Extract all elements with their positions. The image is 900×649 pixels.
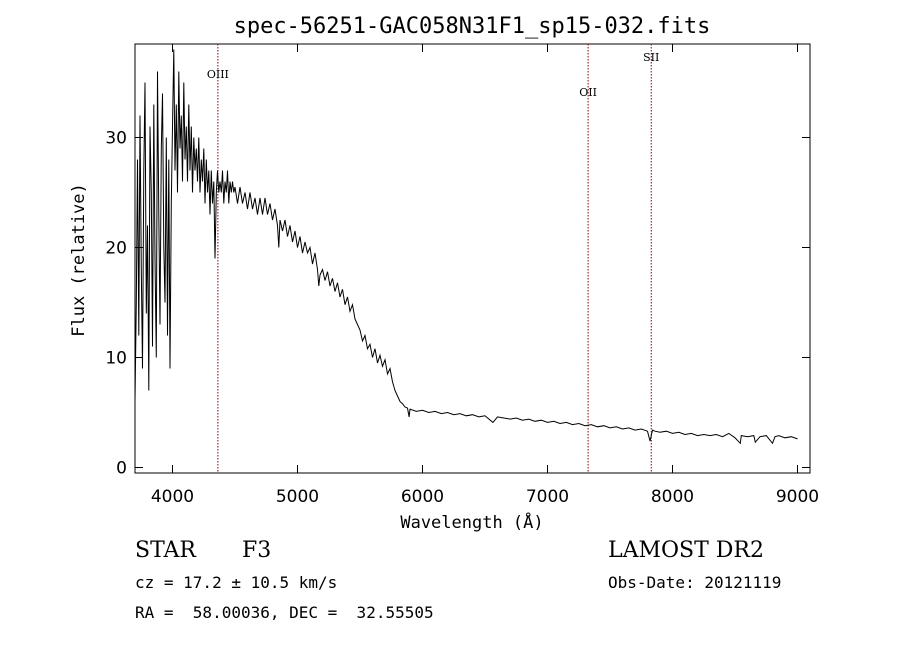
y-tick-label: 0 <box>116 459 127 479</box>
line-label-oiii: OIII <box>207 68 229 81</box>
x-tick-label: 4000 <box>151 487 194 507</box>
y-tick-label: 20 <box>105 239 127 259</box>
spectrum-line <box>134 49 798 445</box>
observation-date: Obs-Date: 20121119 <box>608 573 782 592</box>
coordinates-readout: RA = 58.00036, DEC = 32.55505 <box>135 603 434 622</box>
x-axis: 4000 5000 6000 7000 8000 9000 <box>151 44 819 507</box>
redshift-readout: cz = 17.2 ± 10.5 km/s <box>135 573 338 592</box>
y-tick-label: 30 <box>105 129 127 149</box>
object-subclass: F3 <box>242 538 272 563</box>
chart-title: spec-56251-GAC058N31F1_sp15-032.fits <box>234 14 711 39</box>
x-tick-label: 5000 <box>276 487 319 507</box>
emission-line-markers: OIII OII SII <box>207 44 659 473</box>
survey-label: LAMOST DR2 <box>608 538 764 563</box>
x-tick-label: 9000 <box>776 487 819 507</box>
x-tick-label: 6000 <box>401 487 444 507</box>
x-tick-label: 8000 <box>651 487 694 507</box>
x-axis-label: Wavelength (Å) <box>400 511 543 533</box>
y-axis: 0 10 20 30 <box>105 129 810 479</box>
object-type: STAR <box>135 538 196 563</box>
line-label-sii: SII <box>643 51 659 64</box>
y-tick-label: 10 <box>105 349 127 369</box>
line-label-oii: OII <box>579 86 597 99</box>
y-axis-label: Flux (relative) <box>69 183 89 337</box>
plot-frame <box>134 43 811 474</box>
x-tick-label: 7000 <box>526 487 569 507</box>
